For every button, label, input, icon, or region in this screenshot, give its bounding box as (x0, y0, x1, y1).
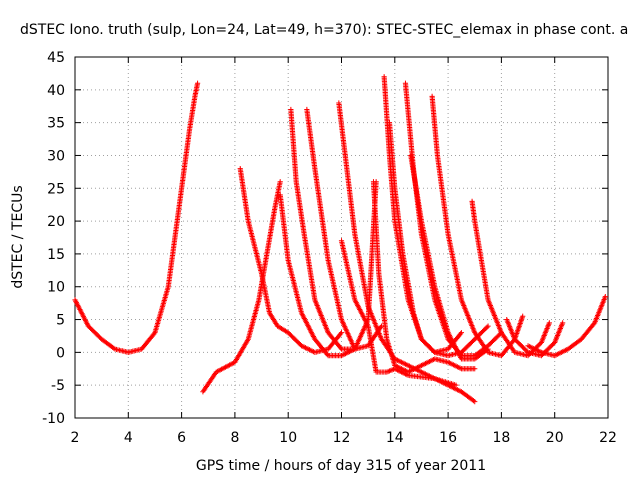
data-point (546, 320, 552, 326)
x-tick-label: 6 (177, 430, 186, 446)
data-point (484, 324, 490, 330)
series-1 (72, 80, 201, 355)
data-point (472, 366, 478, 372)
series-7 (336, 100, 478, 405)
data-point (453, 382, 459, 388)
data-point (378, 323, 385, 329)
data-point (337, 345, 344, 351)
x-tick-label: 12 (333, 430, 351, 446)
x-tick-label: 20 (546, 430, 564, 446)
x-tick-label: 14 (386, 430, 404, 446)
data-point (602, 293, 608, 300)
data-point (560, 320, 566, 326)
series-2 (200, 179, 283, 395)
series-15 (469, 198, 552, 359)
data-point (151, 331, 157, 337)
data-point (485, 323, 491, 329)
y-tick-label: 45 (47, 50, 65, 66)
x-tick-label: 4 (124, 430, 133, 446)
series-17 (525, 293, 608, 359)
x-tick-label: 22 (599, 430, 617, 446)
x-tick-label: 16 (439, 430, 457, 446)
y-tick-label: 20 (47, 214, 65, 230)
y-tick-label: -10 (42, 411, 65, 427)
series-3 (237, 165, 345, 355)
data-point (324, 351, 330, 358)
data-point (338, 330, 345, 336)
x-tick-label: 2 (71, 430, 80, 446)
data-point (458, 330, 465, 336)
y-axis: -10 -5 0 5 10 15 20 25 30 35 40 45 (42, 50, 608, 427)
x-tick-label: 8 (230, 430, 239, 446)
data-point (470, 398, 477, 404)
y-tick-label: 15 (47, 247, 65, 263)
x-tick-label: 18 (492, 430, 510, 446)
x-tick-label: 10 (279, 430, 297, 446)
x-axis-label: GPS time / hours of day 315 of year 2011 (196, 458, 486, 474)
x-axis: 2 4 6 8 10 12 14 16 18 20 22 (71, 57, 617, 446)
y-axis-label: dSTEC / TECUs (10, 185, 26, 288)
series-8 (338, 238, 459, 388)
series-6 (304, 106, 385, 352)
data-point (591, 321, 597, 327)
data-point (337, 331, 344, 337)
data-point (520, 313, 526, 319)
data-point (277, 179, 283, 185)
data-marks (72, 74, 608, 405)
y-tick-label: 25 (47, 181, 65, 197)
series-12 (402, 80, 504, 359)
series-9 (370, 179, 478, 375)
y-tick-label: 30 (47, 148, 65, 164)
y-tick-label: 10 (47, 280, 65, 296)
chart-title: dSTEC Iono. truth (sulp, Lon=24, Lat=49,… (20, 22, 628, 38)
data-point (472, 398, 478, 405)
data-point (457, 331, 464, 337)
series-13 (408, 152, 491, 362)
y-tick-label: 40 (47, 83, 65, 99)
data-point (111, 345, 117, 351)
y-tick-label: 5 (56, 313, 65, 329)
y-tick-label: 0 (56, 345, 65, 361)
y-tick-label: 35 (47, 116, 65, 132)
y-tick-label: -5 (51, 378, 65, 394)
data-point (194, 80, 201, 86)
